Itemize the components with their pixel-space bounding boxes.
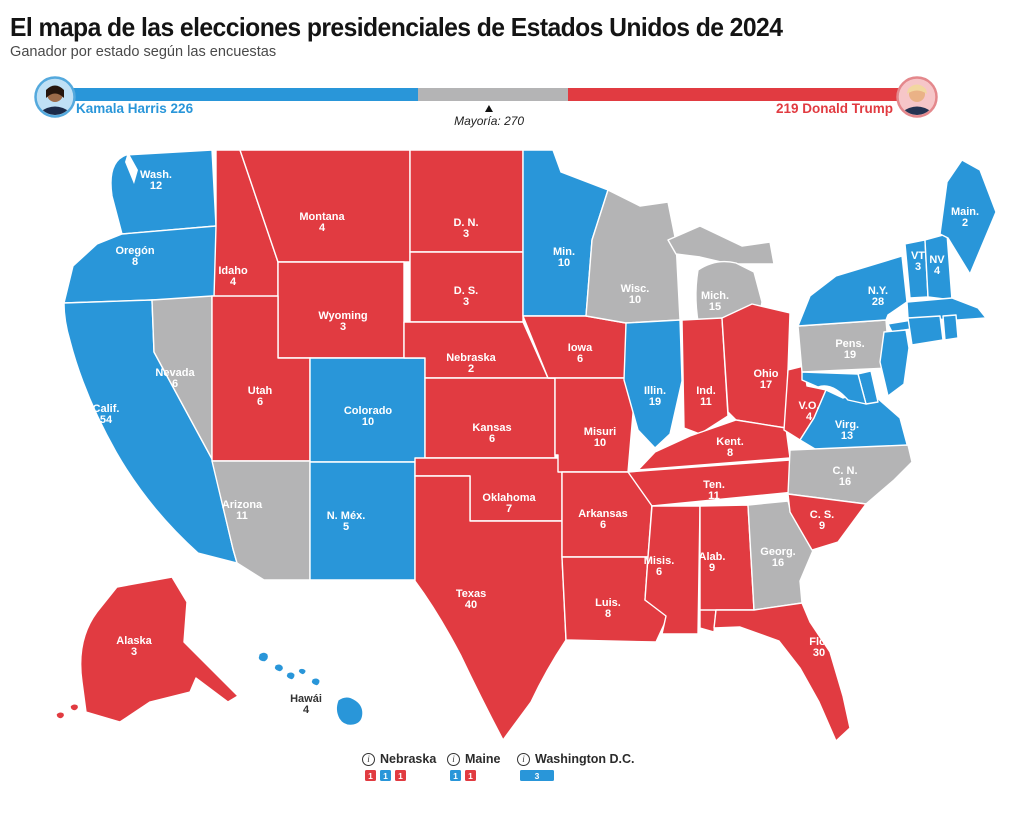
state-ca[interactable] bbox=[63, 299, 238, 564]
harris-bar-segment bbox=[55, 88, 419, 101]
state-label-hi: Hawái 4 bbox=[290, 693, 322, 716]
state-vt[interactable] bbox=[904, 239, 929, 299]
info-icon[interactable]: i bbox=[447, 752, 460, 766]
trump-tally-label: 219 Donald Trump bbox=[775, 101, 893, 116]
district-vote-box: 1 bbox=[395, 770, 406, 781]
state-ny[interactable] bbox=[797, 255, 908, 327]
state-nj[interactable] bbox=[879, 329, 910, 397]
puget-sound-water bbox=[125, 152, 138, 184]
legend-name: Washington D.C. bbox=[535, 752, 635, 766]
district-vote-box: 1 bbox=[465, 770, 476, 781]
harris-tally-label: Kamala Harris 226 bbox=[76, 101, 194, 116]
state-ct[interactable] bbox=[907, 315, 944, 346]
state-ks[interactable] bbox=[424, 377, 556, 459]
state-ri[interactable] bbox=[942, 314, 959, 341]
legend-name: Maine bbox=[465, 752, 501, 766]
state-ak[interactable] bbox=[55, 576, 239, 723]
state-wy[interactable] bbox=[277, 261, 405, 359]
majority-label: Mayoría: 270 bbox=[454, 114, 525, 128]
state-or[interactable] bbox=[63, 225, 221, 304]
state-md[interactable] bbox=[801, 371, 867, 405]
info-icon[interactable]: i bbox=[517, 752, 530, 766]
district-vote-box: 1 bbox=[380, 770, 391, 781]
state-nh[interactable] bbox=[924, 233, 953, 301]
state-nd[interactable] bbox=[409, 149, 524, 253]
state-co[interactable] bbox=[309, 357, 426, 463]
majority-arrow-icon bbox=[485, 105, 494, 112]
state-fl[interactable] bbox=[699, 602, 851, 742]
state-oh[interactable] bbox=[721, 303, 791, 429]
electoral-tally-bar bbox=[55, 88, 920, 101]
state-mo[interactable] bbox=[547, 377, 637, 473]
state-in[interactable] bbox=[681, 317, 729, 435]
harris-avatar bbox=[34, 76, 76, 118]
state-nm[interactable] bbox=[309, 461, 416, 581]
state-ne[interactable] bbox=[403, 321, 549, 379]
state-il[interactable] bbox=[623, 319, 683, 449]
state-sd[interactable] bbox=[409, 251, 524, 323]
state-pa[interactable] bbox=[797, 319, 891, 373]
state-nc[interactable] bbox=[787, 444, 913, 505]
legend-washington-dc: i Washington D.C. 3 bbox=[517, 752, 635, 781]
trump-avatar bbox=[896, 76, 938, 118]
legend-district-boxes: 3 bbox=[520, 770, 635, 781]
state-tx[interactable] bbox=[414, 475, 567, 741]
trump-bar-segment bbox=[567, 88, 920, 101]
tossup-bar-segment bbox=[418, 88, 568, 101]
info-icon[interactable]: i bbox=[362, 752, 375, 766]
state-mi_up[interactable] bbox=[667, 225, 775, 265]
legend-name: Nebraska bbox=[380, 752, 437, 766]
page-subtitle: Ganador por estado según las encuestas bbox=[10, 43, 277, 60]
state-sc[interactable] bbox=[787, 493, 867, 551]
state-me[interactable] bbox=[939, 159, 997, 275]
district-vote-box: 1 bbox=[450, 770, 461, 781]
page-title: El mapa de las elecciones presidenciales… bbox=[10, 12, 783, 42]
district-vote-box: 3 bbox=[520, 770, 554, 781]
state-az[interactable] bbox=[211, 460, 311, 581]
state-hi[interactable] bbox=[257, 651, 364, 727]
district-vote-box: 1 bbox=[365, 770, 376, 781]
majority-marker: Mayoría: 270 bbox=[454, 105, 524, 128]
